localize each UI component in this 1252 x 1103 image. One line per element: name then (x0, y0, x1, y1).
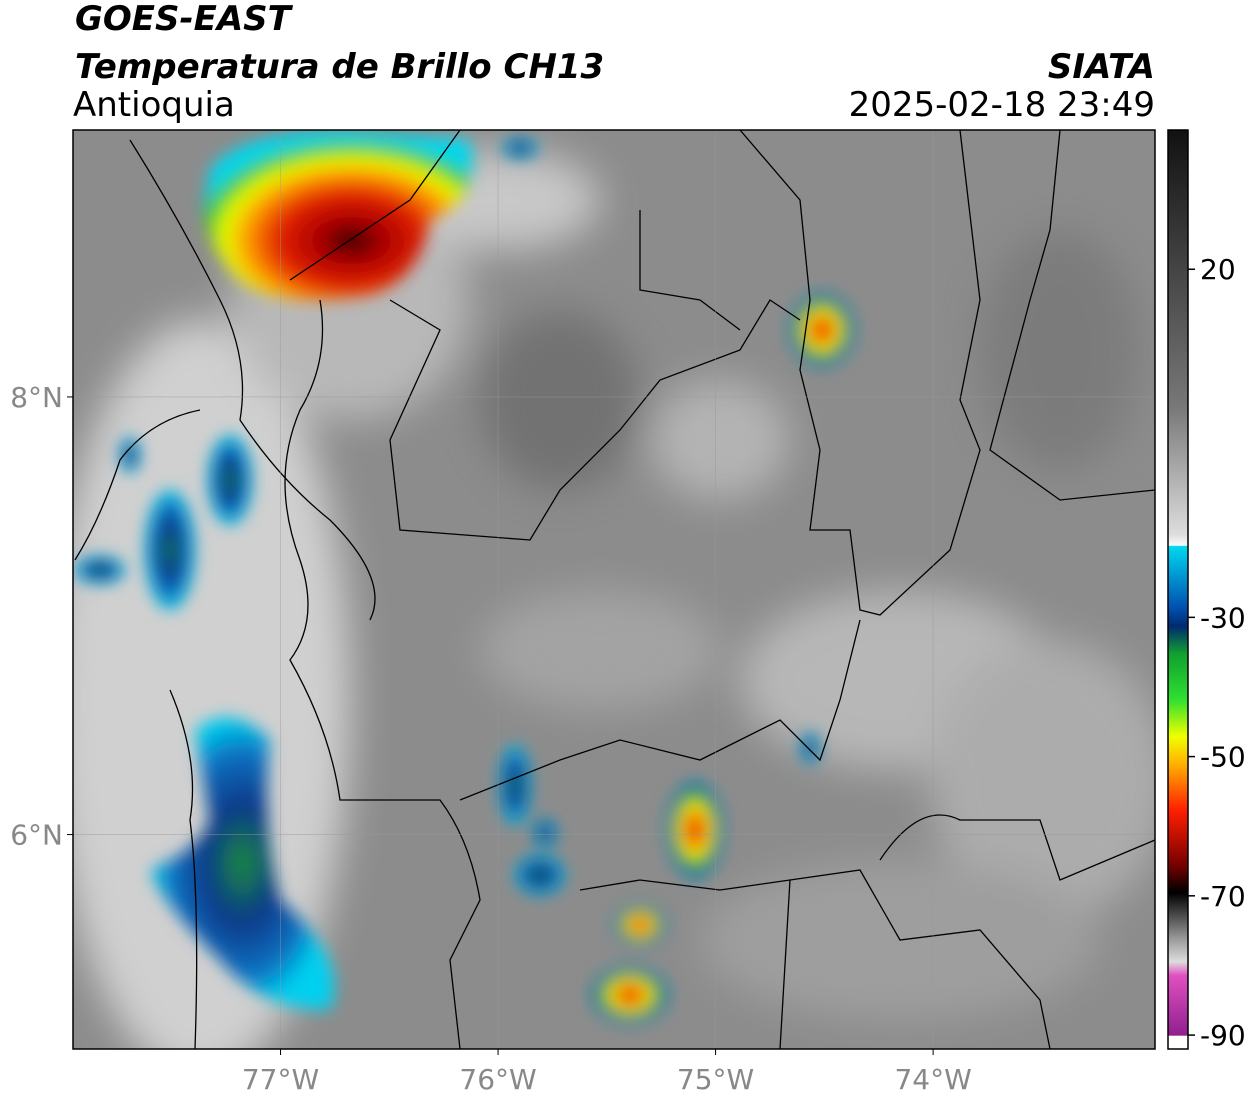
satellite-image (73, 130, 1155, 1049)
colorbar-tick-label: 20 (1200, 253, 1236, 286)
map-frame (72, 129, 1156, 1050)
x-tick-label: 74°W (894, 1063, 971, 1096)
x-tick-label: 75°W (677, 1063, 754, 1096)
x-tick-label: 76°W (459, 1063, 536, 1096)
colorbar-tick-label: -30 (1200, 601, 1246, 634)
colorbar-tick-label: -90 (1200, 1019, 1246, 1052)
region: Antioquia (73, 85, 235, 125)
grid (73, 130, 1155, 1049)
colorbar (1167, 129, 1189, 1050)
subtitle: Temperatura de Brillo CH13 (75, 47, 604, 87)
organization: SIATA (1048, 47, 1155, 87)
y-tick-label: 6°N (10, 819, 63, 852)
colorbar-tick-label: -50 (1200, 741, 1246, 774)
x-tick-label: 77°W (242, 1063, 319, 1096)
colorbar-tick-label: -70 (1200, 880, 1246, 913)
timestamp: 2025-02-18 23:49 (849, 85, 1155, 125)
y-tick-label: 8°N (10, 381, 63, 414)
title: GOES-EAST (75, 0, 294, 39)
